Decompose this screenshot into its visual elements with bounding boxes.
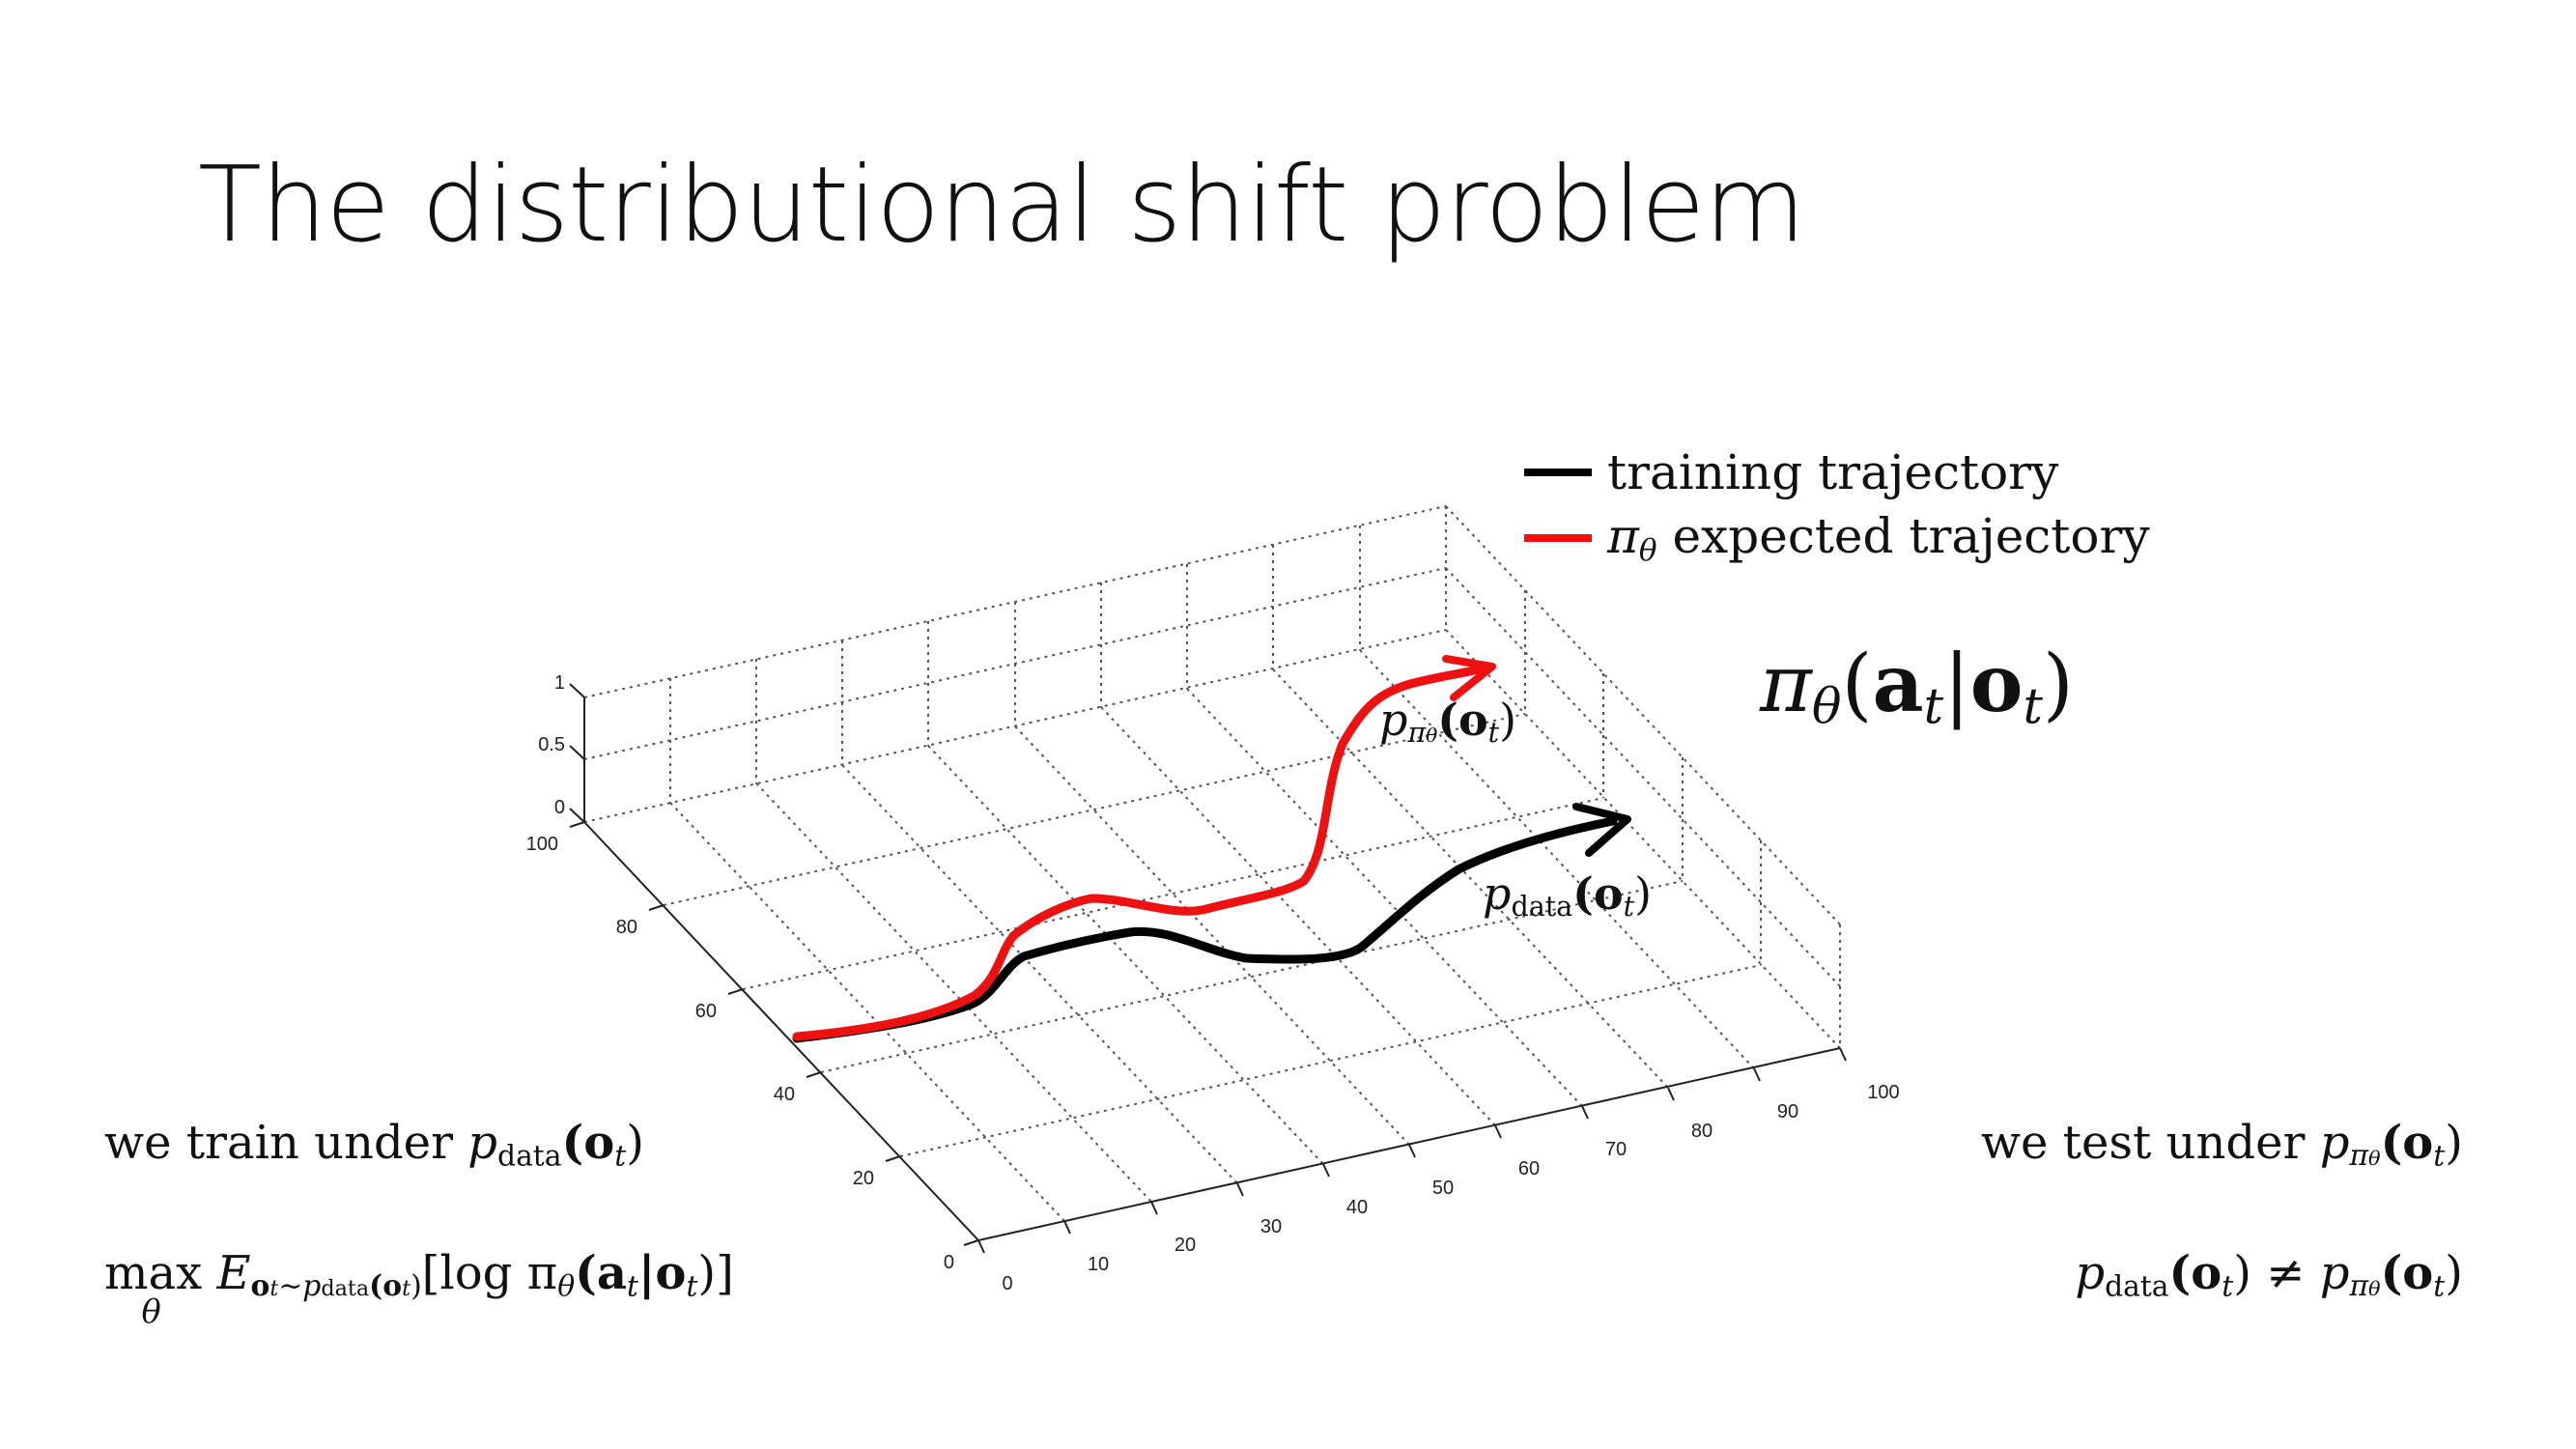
policy-trajectory-curve <box>792 664 1487 1041</box>
y-tick-label: 100 <box>526 834 558 855</box>
y-tick-label: 0 <box>944 1252 954 1273</box>
legend-swatch-red <box>1524 533 1592 542</box>
x-tick-label: 90 <box>1777 1101 1798 1122</box>
legend-item-policy: πθ expected trajectory <box>1524 508 2150 568</box>
x-tick-label: 40 <box>1346 1197 1368 1218</box>
y-tick-label: 60 <box>695 1001 717 1022</box>
page-title: The distributional shift problem <box>198 145 1806 266</box>
x-tick-label: 20 <box>1175 1235 1196 1256</box>
x-tick-label: 70 <box>1605 1139 1627 1160</box>
x-tick-label: 50 <box>1432 1178 1454 1199</box>
grid-floor <box>663 649 1762 1222</box>
z-tick-label: 0.5 <box>538 734 565 755</box>
x-tick-label: 60 <box>1518 1158 1540 1179</box>
grid-right-wall <box>1445 505 1841 1049</box>
y-tick-label: 40 <box>774 1084 795 1105</box>
training-trajectory-arrowhead <box>1572 803 1631 857</box>
z-tick-label: 1 <box>554 672 565 694</box>
x-tick-label: 30 <box>1260 1216 1282 1237</box>
train-under-text: we train under pdata(ot) <box>104 1116 644 1174</box>
policy-trajectory-arrowhead <box>1442 655 1496 701</box>
legend-item-training: training trajectory <box>1524 444 2058 500</box>
y-tick-label: 80 <box>616 917 637 938</box>
x-tick-label: 10 <box>1088 1254 1109 1275</box>
legend-swatch-black <box>1524 469 1592 476</box>
y-tick-label: 20 <box>853 1168 874 1189</box>
x-tick-label: 100 <box>1867 1082 1899 1103</box>
training-trajectory-curve <box>792 816 1618 1043</box>
z-tick-label: 0 <box>554 797 565 818</box>
grid-back-wall <box>583 505 1447 823</box>
legend-label: training trajectory <box>1607 444 2059 500</box>
objective-formula: max θ Eot∼pdata(ot)[log πθ(at|ot)] <box>104 1246 734 1330</box>
policy-formula: πθ(at|ot) <box>1760 638 2074 735</box>
policy-distribution-label: pπθ(ot) <box>1379 694 1517 750</box>
distribution-mismatch-formula: pdata(ot) ≠ pπθ(ot) <box>2075 1246 2463 1304</box>
axes-lines <box>569 683 1847 1254</box>
x-tick-label: 80 <box>1691 1121 1713 1142</box>
data-distribution-label: pdata(ot) <box>1483 867 1653 923</box>
x-tick-label: 0 <box>1002 1273 1012 1294</box>
test-under-text: we test under pπθ(ot) <box>1980 1116 2463 1174</box>
legend-label: πθ expected trajectory <box>1607 508 2150 568</box>
